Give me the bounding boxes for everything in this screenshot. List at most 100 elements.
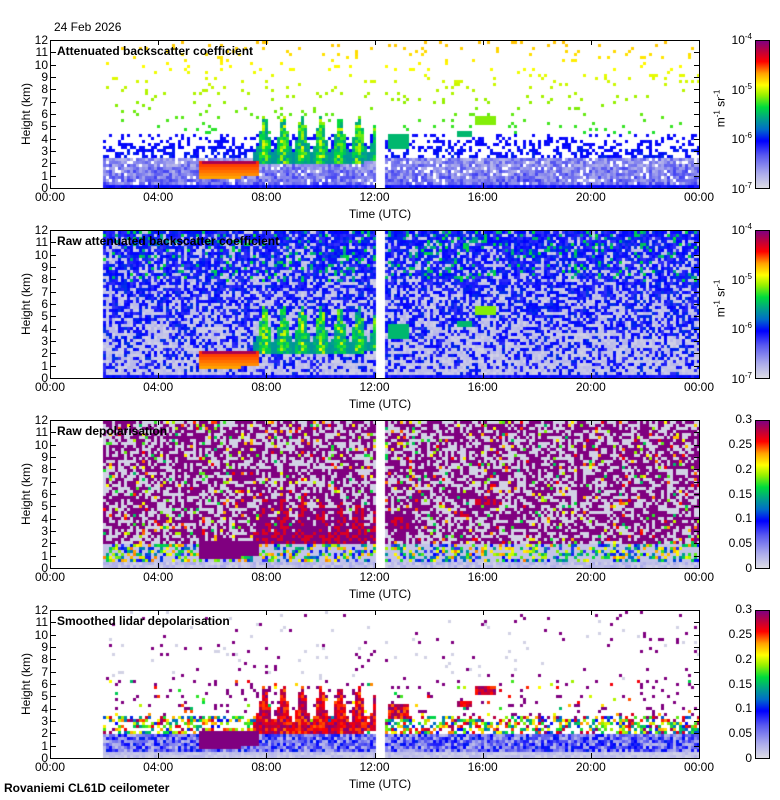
colorbar-tick-label: 0.05	[728, 726, 752, 741]
y-tick-mark	[50, 745, 56, 747]
x-tick-mark	[158, 420, 160, 425]
x-tick-mark	[482, 753, 484, 758]
colorbar-tick-label: 0.2	[735, 461, 752, 476]
y-tick-label: 9	[41, 70, 48, 84]
colorbar-tick-label: 10-4	[732, 222, 752, 237]
y-tick-label: 9	[41, 260, 48, 274]
y-tick-label: 4	[41, 131, 48, 146]
x-tick-label: 16:00	[467, 380, 498, 394]
heatmap-canvas	[51, 421, 699, 568]
y-tick-mark	[694, 114, 700, 115]
y-tick-mark	[694, 64, 700, 66]
x-tick-mark	[374, 563, 376, 568]
y-tick-mark	[694, 745, 700, 747]
colorbar-unit-part: -1	[712, 299, 722, 307]
x-tick-label: 12:00	[359, 570, 390, 584]
y-tick-mark	[694, 151, 700, 152]
y-tick-mark	[50, 151, 56, 152]
y-tick-mark	[50, 671, 56, 673]
y-tick-label: 5	[41, 309, 48, 324]
heatmap-canvas	[51, 231, 699, 378]
y-tick-mark	[694, 696, 700, 698]
y-tick-label: 12	[34, 413, 48, 427]
y-tick-mark	[50, 708, 56, 710]
y-tick-label: 4	[41, 511, 48, 526]
y-axis-label: Height (km)	[19, 462, 33, 525]
y-tick-mark	[694, 622, 700, 624]
colorbar-tick-label: 10-7	[732, 181, 752, 196]
date-label: 24 Feb 2026	[54, 20, 122, 34]
y-tick-label: 7	[41, 474, 48, 489]
y-tick-mark	[694, 481, 700, 483]
x-tick-label: 00:00	[34, 760, 66, 774]
x-tick-label: 20:00	[575, 190, 606, 204]
colorbar-tick-base: 10	[731, 272, 745, 287]
y-tick-label: 7	[41, 94, 48, 109]
y-tick-mark	[694, 163, 700, 165]
panel-3: Raw depolarisation 0 1 2 3 4 5 6 7 8 9 10 11 12 00:00 0…	[0, 0, 780, 601]
x-tick-mark	[158, 373, 160, 378]
y-tick-label: 1	[41, 358, 48, 373]
y-tick-label: 11	[35, 615, 48, 630]
colorbar-tick-exponent: -5	[744, 81, 752, 91]
colorbar-tick-exponent: -6	[744, 131, 752, 141]
y-tick-mark	[50, 444, 56, 446]
x-tick-mark	[482, 183, 484, 188]
y-tick-mark	[694, 316, 700, 318]
y-tick-mark	[694, 444, 700, 446]
x-tick-mark	[158, 563, 160, 568]
y-tick-label: 3	[41, 144, 48, 158]
colorbar-tick-label: 0.15	[728, 676, 752, 691]
y-tick-label: 6	[41, 297, 48, 311]
y-tick-label: 8	[41, 462, 48, 477]
x-tick-mark	[266, 40, 268, 45]
y-tick-mark	[694, 254, 700, 256]
y-tick-label: 7	[41, 284, 48, 299]
colorbar	[755, 610, 770, 759]
y-tick-mark	[694, 647, 700, 648]
y-tick-mark	[694, 126, 700, 128]
y-tick-mark	[50, 469, 56, 471]
panel-title: Raw attenuated backscatter coefficient	[57, 234, 280, 248]
colorbar-tick-label: 10-5	[732, 272, 752, 287]
x-tick-mark	[374, 183, 376, 188]
y-tick-mark	[50, 659, 56, 661]
y-tick-label: 1	[41, 738, 48, 753]
y-tick-mark	[50, 138, 56, 140]
x-tick-label: 08:00	[251, 380, 282, 394]
x-tick-label: 12:00	[359, 380, 390, 394]
x-tick-mark	[374, 610, 376, 615]
y-tick-mark	[50, 518, 56, 520]
y-tick-mark	[50, 543, 56, 545]
y-tick-label: 9	[41, 450, 48, 464]
x-tick-mark	[482, 373, 484, 378]
y-tick-mark	[694, 365, 700, 367]
y-axis-label: Height (km)	[19, 272, 33, 335]
y-tick-mark	[694, 469, 700, 471]
colorbar-unit-part: m	[713, 306, 728, 317]
heatmap-canvas	[51, 611, 699, 758]
colorbar-tick-label: 0.1	[735, 511, 752, 526]
colorbar	[755, 420, 770, 569]
y-tick-mark	[694, 684, 700, 685]
x-tick-mark	[482, 563, 484, 568]
y-tick-mark	[694, 279, 700, 281]
x-tick-label: 00:00	[34, 380, 66, 394]
y-tick-label: 6	[41, 107, 48, 121]
x-tick-label: 20:00	[575, 380, 606, 394]
x-tick-label: 16:00	[467, 190, 498, 204]
x-tick-label: 20:00	[575, 760, 606, 774]
colorbar-tick-label: 10-6	[732, 131, 752, 146]
y-tick-label: 3	[41, 334, 48, 348]
colorbar-unit-part: -1	[712, 279, 722, 287]
y-tick-mark	[50, 126, 56, 128]
y-tick-mark	[50, 733, 56, 735]
y-tick-mark	[50, 622, 56, 624]
x-axis-label: Time (UTC)	[348, 397, 412, 411]
panel-2: Raw attenuated backscatter coefficient 0 1…	[0, 0, 780, 411]
panel-title: Smoothed lidar depolarisation	[57, 614, 230, 628]
y-tick-label: 4	[41, 321, 48, 336]
y-tick-label: 2	[41, 346, 48, 361]
y-tick-mark	[50, 114, 56, 115]
y-tick-label: 8	[41, 82, 48, 97]
